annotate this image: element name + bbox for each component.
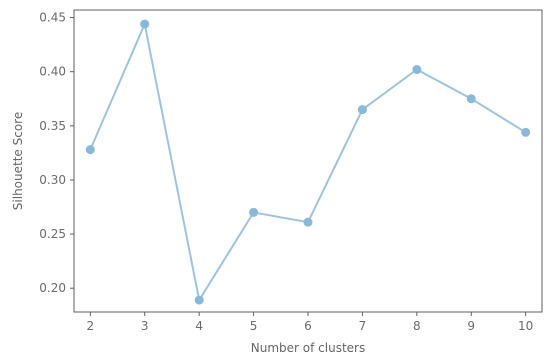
x-tick-label: 3: [141, 319, 149, 333]
y-axis-ticks: 0.20 0.25 0.30 0.35 0.40 0.45: [39, 11, 74, 295]
x-tick-label: 4: [195, 319, 203, 333]
y-axis-label: Silhouette Score: [11, 112, 25, 210]
data-point: [140, 19, 150, 29]
x-tick-label: 9: [467, 319, 475, 333]
data-point: [466, 94, 476, 104]
data-point: [194, 295, 204, 305]
x-axis-label: Number of clusters: [251, 341, 365, 354]
plot-frame: [73, 9, 543, 313]
x-tick-label: 5: [250, 319, 258, 333]
data-point: [303, 217, 313, 227]
y-tick-label: 0.35: [39, 119, 66, 133]
data-point: [412, 65, 422, 75]
y-tick-label: 0.20: [39, 281, 66, 295]
x-tick-label: 2: [87, 319, 95, 333]
data-point: [357, 105, 367, 115]
x-tick-label: 10: [518, 319, 533, 333]
data-point: [521, 127, 531, 137]
plot-area-border: [73, 9, 543, 313]
x-tick-label: 8: [413, 319, 421, 333]
x-tick-label: 7: [359, 319, 367, 333]
y-tick-label: 0.45: [39, 11, 66, 25]
x-tick-label: 6: [304, 319, 312, 333]
data-point: [85, 145, 95, 155]
data-point: [249, 207, 259, 217]
x-axis-ticks: 2 3 4 5 6 7 8 9 10: [87, 312, 533, 333]
y-tick-label: 0.30: [39, 173, 66, 187]
series-layer: [85, 19, 531, 305]
y-tick-label: 0.25: [39, 227, 66, 241]
series-line: [89, 23, 527, 302]
y-tick-label: 0.40: [39, 65, 66, 79]
